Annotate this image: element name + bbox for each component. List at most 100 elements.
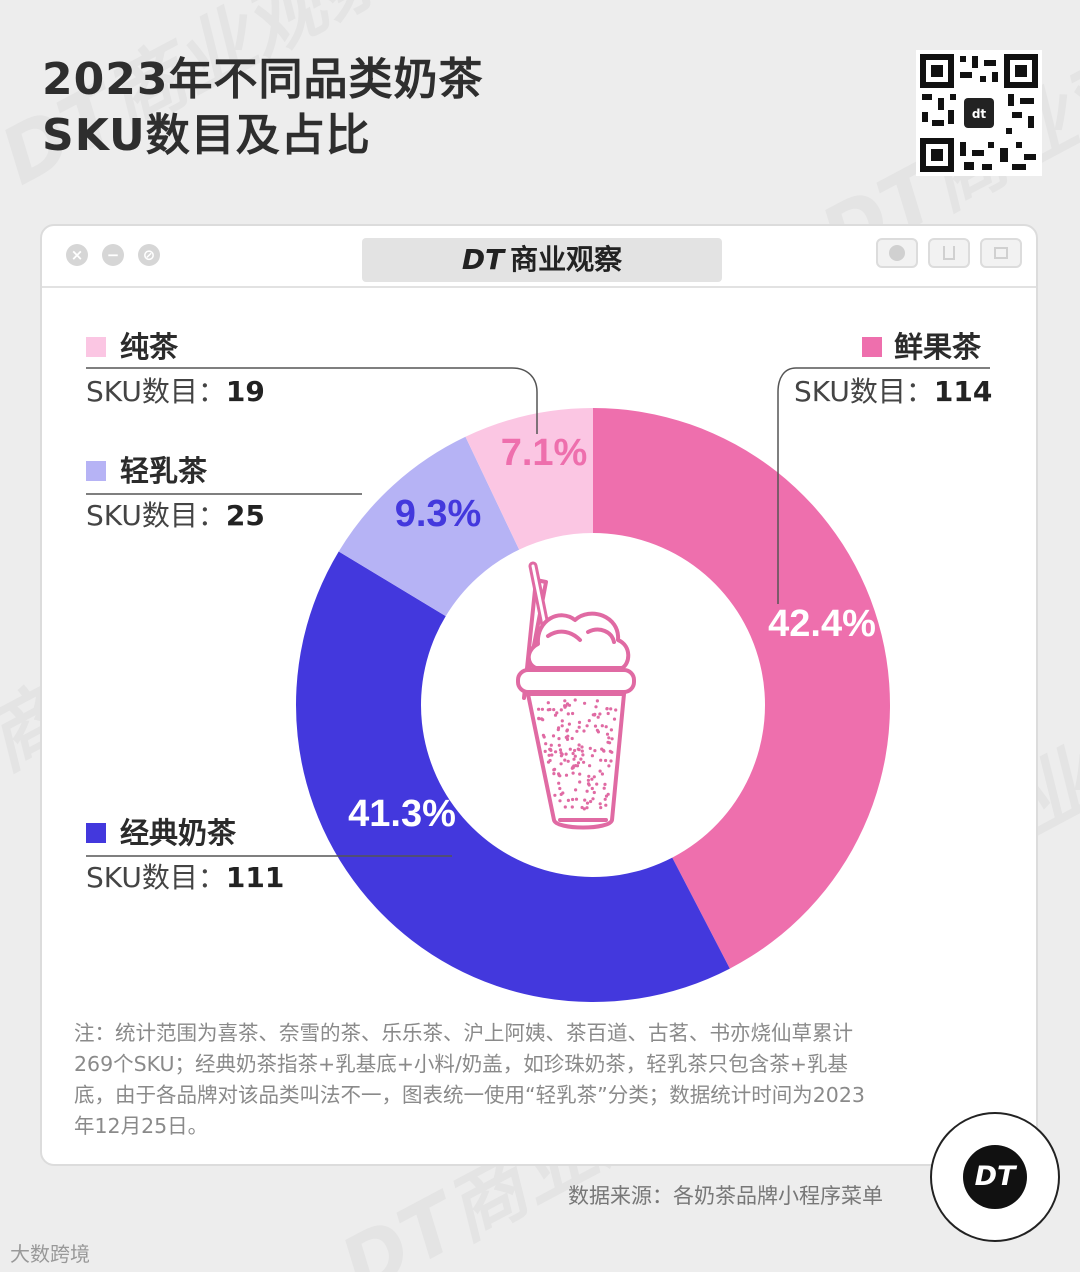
cup-dot	[573, 698, 577, 702]
cup-dot	[542, 735, 546, 739]
cup-dot	[548, 747, 553, 752]
cup-dot	[585, 806, 589, 810]
title-line-2: SKU数目及占比	[42, 110, 371, 161]
cup-dot	[543, 749, 547, 754]
cup-dot	[560, 752, 564, 756]
cup-dot	[592, 790, 596, 795]
cup-dot	[576, 747, 580, 751]
cup-dot	[598, 712, 602, 716]
cup-dot	[540, 707, 545, 711]
legend-swatch	[862, 337, 882, 357]
cup-dot	[603, 782, 607, 787]
page-title: 2023年不同品类奶茶 SKU数目及占比	[42, 52, 483, 164]
cup-dot	[572, 757, 576, 761]
cup-dot	[587, 774, 591, 778]
cup-dot	[554, 750, 558, 754]
cup-dot	[553, 713, 558, 717]
cup-dot	[568, 747, 572, 751]
cup-dot	[590, 786, 594, 791]
sku-prefix: SKU数目：	[86, 499, 226, 532]
cup-dot	[589, 799, 593, 804]
cup-dot	[601, 748, 606, 753]
cup-dot	[603, 797, 607, 801]
cup-dot	[566, 712, 570, 716]
cup-dot	[579, 757, 583, 761]
footnote: 注：统计范围为喜茶、奈雪的茶、乐乐茶、沪上阿姨、茶百道、古茗、书亦烧仙草累计26…	[74, 1021, 865, 1138]
cup-dot	[592, 775, 596, 779]
cup-dot	[570, 766, 574, 770]
sku-value: 25	[225, 499, 265, 532]
cup-dot	[605, 732, 610, 736]
cup-dot	[585, 789, 589, 793]
cup-dot	[577, 743, 581, 747]
cup-dot	[576, 761, 581, 765]
cup-dot	[540, 717, 544, 721]
record-icon	[876, 238, 918, 268]
cup-dot	[595, 699, 600, 703]
cup-dot	[586, 778, 591, 782]
cup-dot	[571, 797, 575, 802]
cup-dot	[580, 745, 584, 749]
cup-dot	[591, 713, 595, 717]
cup-dot	[580, 749, 584, 753]
cup-dot	[548, 758, 552, 763]
cup-dot	[609, 707, 613, 711]
cup-dot	[590, 754, 595, 758]
cup-dot	[600, 724, 604, 728]
slice-经典奶茶	[295, 551, 730, 1002]
cup-dot	[558, 774, 562, 778]
cup-dot	[593, 724, 598, 728]
sku-prefix: SKU数目：	[86, 375, 226, 408]
legend-swatch	[86, 337, 106, 357]
cup-dot	[580, 805, 584, 810]
sku-prefix: SKU数目：	[86, 861, 226, 894]
copy-icon	[980, 238, 1022, 268]
cup-dot	[588, 746, 592, 751]
cup-dot	[609, 759, 613, 763]
svg-text:dt: dt	[972, 107, 987, 121]
brand-name: 商业观察	[510, 243, 623, 276]
cup-dot	[564, 735, 568, 740]
cup-dot	[557, 737, 561, 741]
cup-dot	[606, 740, 610, 744]
legend-label: 轻乳茶	[120, 454, 208, 488]
cup-dot	[595, 782, 599, 786]
cup-dot	[578, 780, 582, 784]
percent-label-鲜果茶: 42.4%	[768, 603, 876, 645]
cup-dot	[610, 750, 614, 754]
cup-dot	[582, 729, 586, 733]
cup-dot	[557, 726, 561, 730]
cup-dot	[546, 701, 550, 705]
cup-dot	[552, 708, 556, 712]
cup-dot	[577, 720, 582, 725]
cup-dot	[574, 797, 579, 801]
block-icon: ⊘	[138, 244, 160, 266]
qr-code: dt	[916, 50, 1042, 176]
cup-dot	[551, 734, 556, 738]
percent-label-经典奶茶: 41.3%	[348, 793, 456, 835]
legend-swatch	[86, 823, 106, 843]
cup-dot	[573, 754, 577, 758]
sku-value: 114	[933, 375, 993, 408]
footer-watermark: 大数跨境	[10, 1242, 90, 1266]
minimize-icon: −	[102, 244, 124, 266]
cup-dot	[549, 743, 553, 747]
cup-dot	[595, 728, 600, 732]
legend-sku: SKU数目：111	[86, 858, 284, 898]
cup-dot	[604, 725, 608, 729]
cup-dot	[563, 805, 567, 809]
cup-dot	[557, 781, 561, 785]
close-icon: ×	[66, 244, 88, 266]
cup-dot	[600, 772, 605, 776]
cup-dot	[604, 758, 608, 763]
percent-label-纯茶: 7.1%	[501, 432, 588, 474]
cup-dot	[559, 708, 563, 712]
cup-dot	[561, 791, 565, 795]
cup-dot	[571, 771, 575, 775]
cup-dot	[581, 753, 585, 757]
cup-dot	[598, 769, 602, 773]
legend-label: 纯茶	[120, 330, 179, 364]
slice-鲜果茶	[593, 408, 890, 969]
cup-dot	[563, 704, 567, 708]
